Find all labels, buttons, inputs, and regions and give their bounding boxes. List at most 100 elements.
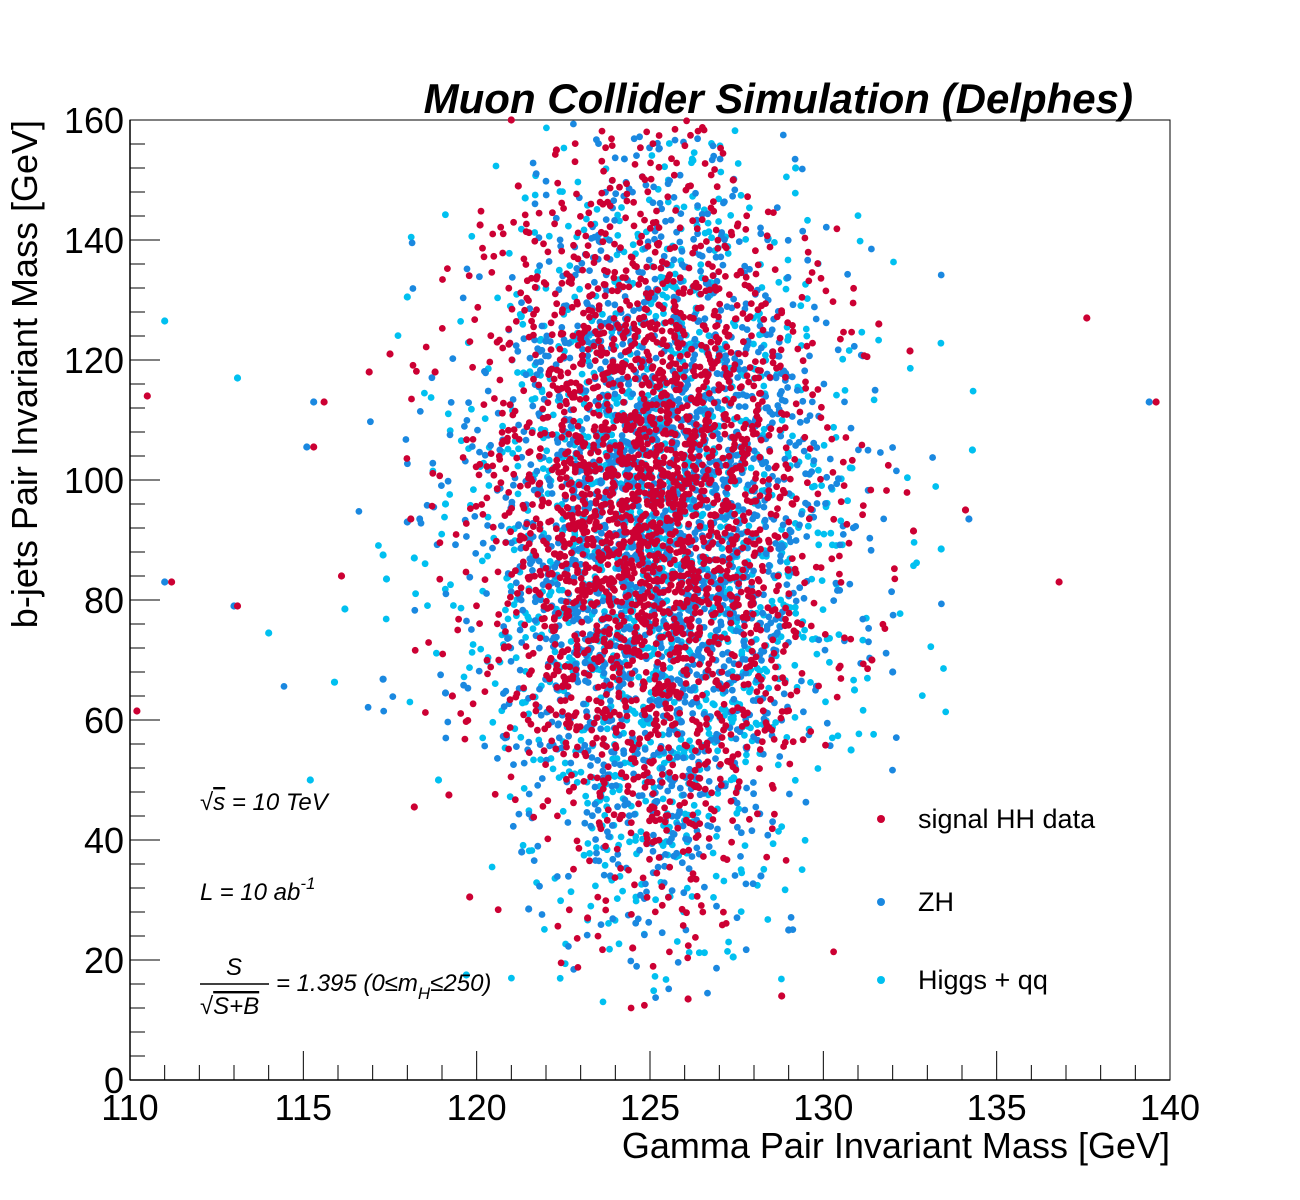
data-point bbox=[683, 884, 691, 892]
data-point bbox=[864, 674, 871, 682]
data-point bbox=[641, 746, 649, 753]
data-point bbox=[597, 247, 605, 255]
data-point bbox=[713, 677, 720, 684]
data-point bbox=[837, 335, 844, 343]
data-point bbox=[559, 330, 567, 338]
data-point bbox=[610, 197, 618, 205]
data-point bbox=[559, 682, 567, 690]
data-point bbox=[593, 844, 600, 851]
data-point bbox=[676, 744, 683, 752]
data-point bbox=[621, 796, 629, 804]
data-point bbox=[762, 523, 770, 531]
data-point bbox=[637, 144, 644, 152]
data-point bbox=[565, 872, 572, 880]
data-point bbox=[651, 293, 659, 301]
data-point bbox=[769, 359, 777, 367]
data-point bbox=[641, 1001, 648, 1009]
data-point bbox=[602, 216, 610, 224]
data-point bbox=[706, 246, 713, 254]
data-point bbox=[457, 437, 465, 445]
data-point bbox=[554, 581, 561, 588]
data-point bbox=[766, 374, 774, 381]
data-point bbox=[867, 546, 875, 554]
data-point bbox=[655, 854, 663, 861]
outlier-point bbox=[379, 551, 387, 559]
data-point bbox=[610, 274, 618, 282]
data-point bbox=[686, 314, 694, 321]
data-point bbox=[444, 477, 452, 485]
data-point bbox=[460, 673, 468, 681]
data-point bbox=[641, 931, 648, 939]
data-point bbox=[629, 390, 637, 398]
data-point bbox=[796, 418, 804, 426]
data-point bbox=[650, 751, 658, 759]
data-point bbox=[731, 652, 738, 660]
data-point bbox=[788, 373, 796, 381]
data-point bbox=[544, 248, 552, 256]
outlier-point bbox=[521, 194, 529, 202]
data-point bbox=[827, 529, 835, 537]
data-point bbox=[673, 753, 681, 761]
data-point bbox=[813, 500, 821, 507]
data-point bbox=[649, 420, 657, 428]
data-point bbox=[722, 461, 730, 469]
data-point bbox=[719, 454, 727, 462]
data-point bbox=[500, 644, 508, 652]
data-point bbox=[723, 635, 731, 643]
data-point bbox=[761, 726, 769, 734]
data-point bbox=[551, 563, 559, 571]
data-point bbox=[753, 721, 761, 728]
data-point bbox=[553, 456, 561, 464]
data-point bbox=[762, 351, 769, 359]
data-point bbox=[546, 338, 554, 345]
data-point bbox=[650, 831, 657, 839]
data-point bbox=[746, 313, 754, 321]
data-point bbox=[599, 555, 607, 562]
data-point bbox=[651, 908, 659, 916]
data-point bbox=[488, 269, 496, 276]
data-point bbox=[542, 280, 550, 288]
data-point bbox=[522, 261, 530, 268]
data-point bbox=[468, 232, 476, 240]
data-point bbox=[510, 546, 518, 554]
data-point bbox=[830, 948, 837, 956]
data-point bbox=[629, 790, 637, 797]
data-point bbox=[615, 676, 623, 684]
data-point bbox=[694, 202, 701, 210]
data-point bbox=[674, 414, 681, 422]
data-point bbox=[593, 849, 600, 857]
data-point bbox=[515, 522, 522, 530]
data-point bbox=[772, 663, 779, 671]
data-point bbox=[733, 914, 741, 922]
data-point bbox=[611, 217, 618, 224]
data-point bbox=[759, 609, 766, 617]
data-point bbox=[741, 642, 748, 650]
data-point bbox=[409, 361, 417, 369]
data-point bbox=[469, 700, 477, 708]
data-point bbox=[875, 336, 882, 344]
data-point bbox=[835, 631, 843, 638]
data-point bbox=[544, 835, 552, 843]
data-point bbox=[817, 274, 825, 282]
data-point bbox=[658, 350, 665, 358]
data-point bbox=[481, 688, 489, 695]
data-point bbox=[583, 708, 590, 716]
data-point bbox=[539, 405, 547, 413]
data-point bbox=[890, 258, 897, 266]
data-point bbox=[764, 494, 772, 502]
data-point bbox=[476, 273, 483, 281]
data-point bbox=[728, 686, 736, 694]
data-point bbox=[731, 322, 739, 330]
data-point bbox=[529, 402, 537, 410]
data-point bbox=[850, 342, 858, 350]
data-point bbox=[512, 342, 520, 349]
data-point bbox=[802, 325, 810, 333]
data-point bbox=[539, 581, 547, 589]
data-point bbox=[721, 478, 728, 485]
data-point bbox=[969, 387, 977, 395]
data-point bbox=[577, 213, 584, 220]
data-point bbox=[496, 446, 504, 454]
data-point bbox=[749, 610, 757, 618]
data-point bbox=[704, 466, 712, 474]
data-point bbox=[839, 355, 847, 363]
